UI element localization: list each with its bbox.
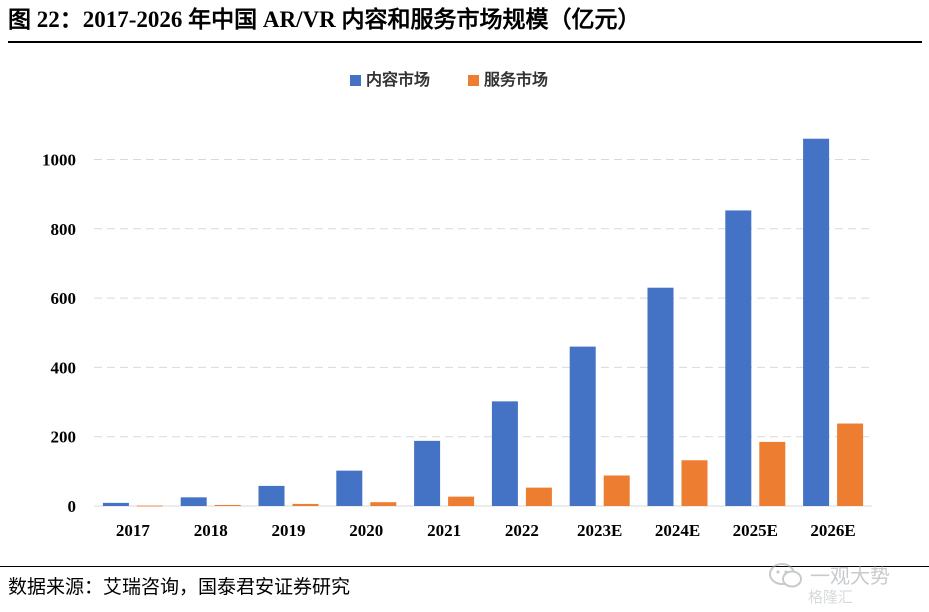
bar-service-market bbox=[370, 502, 397, 506]
data-source-note: 数据来源：艾瑞咨询，国泰君安证券研究 bbox=[8, 576, 351, 598]
bar-content-market bbox=[180, 497, 207, 506]
y-tick-label: 400 bbox=[51, 358, 77, 377]
watermark-brand: 一观大势 bbox=[810, 564, 890, 588]
legend-swatch bbox=[468, 75, 479, 86]
bar-service-market bbox=[136, 505, 163, 507]
x-tick-label: 2020 bbox=[349, 521, 383, 540]
x-tick-label: 2017 bbox=[116, 521, 151, 540]
wechat-icon bbox=[769, 563, 802, 588]
footer-divider bbox=[0, 566, 929, 567]
y-tick-label: 1000 bbox=[42, 151, 76, 170]
x-axis-ticks: 2017 2018 2019 2020 2021 2022 2023E 2024E 2025E 2… bbox=[116, 521, 856, 540]
bar-content-market bbox=[258, 485, 285, 506]
bar-content-market bbox=[569, 346, 596, 506]
x-tick-label: 2022 bbox=[505, 521, 539, 540]
x-tick-label: 2025E bbox=[733, 521, 778, 540]
y-tick-label: 200 bbox=[51, 428, 77, 447]
bar-service-market bbox=[214, 504, 241, 506]
bar-service-market bbox=[525, 487, 552, 506]
bar-content-market bbox=[102, 502, 129, 506]
bar-content-market bbox=[647, 287, 674, 506]
y-tick-label: 800 bbox=[51, 220, 77, 239]
figure-title: 图 22：2017-2026 年中国 AR/VR 内容和服务市场规模（亿元） bbox=[8, 7, 641, 32]
title-divider bbox=[8, 41, 922, 43]
bar-content-market bbox=[491, 401, 518, 506]
bar-content-market bbox=[414, 440, 441, 506]
bar-service-market bbox=[292, 503, 319, 506]
legend-label: 服务市场 bbox=[484, 70, 548, 89]
grid-lines bbox=[94, 159, 872, 507]
legend: 内容市场 服务市场 bbox=[350, 70, 548, 89]
y-tick-label: 0 bbox=[68, 497, 77, 516]
x-tick-label: 2023E bbox=[577, 521, 622, 540]
x-tick-label: 2024E bbox=[655, 521, 700, 540]
watermark-sub: 格隆汇 bbox=[808, 588, 854, 606]
bar-service-market bbox=[837, 423, 864, 506]
bars bbox=[102, 138, 864, 507]
y-tick-label: 600 bbox=[51, 289, 77, 308]
bar-service-market bbox=[448, 496, 475, 506]
bar-content-market bbox=[803, 138, 830, 506]
bar-content-market bbox=[336, 470, 363, 506]
x-tick-label: 2026E bbox=[810, 521, 855, 540]
legend-label: 内容市场 bbox=[366, 70, 430, 89]
bar-service-market bbox=[759, 441, 786, 506]
watermark: 一观大势 格隆汇 bbox=[768, 558, 908, 608]
x-tick-label: 2021 bbox=[427, 521, 461, 540]
bar-service-market bbox=[681, 460, 708, 506]
x-tick-label: 2019 bbox=[272, 521, 306, 540]
bar-service-market bbox=[603, 475, 630, 506]
legend-swatch bbox=[350, 75, 361, 86]
bar-content-market bbox=[725, 210, 752, 507]
y-axis-ticks: 0 200 400 600 800 1000 bbox=[42, 151, 76, 517]
x-tick-label: 2018 bbox=[194, 521, 228, 540]
